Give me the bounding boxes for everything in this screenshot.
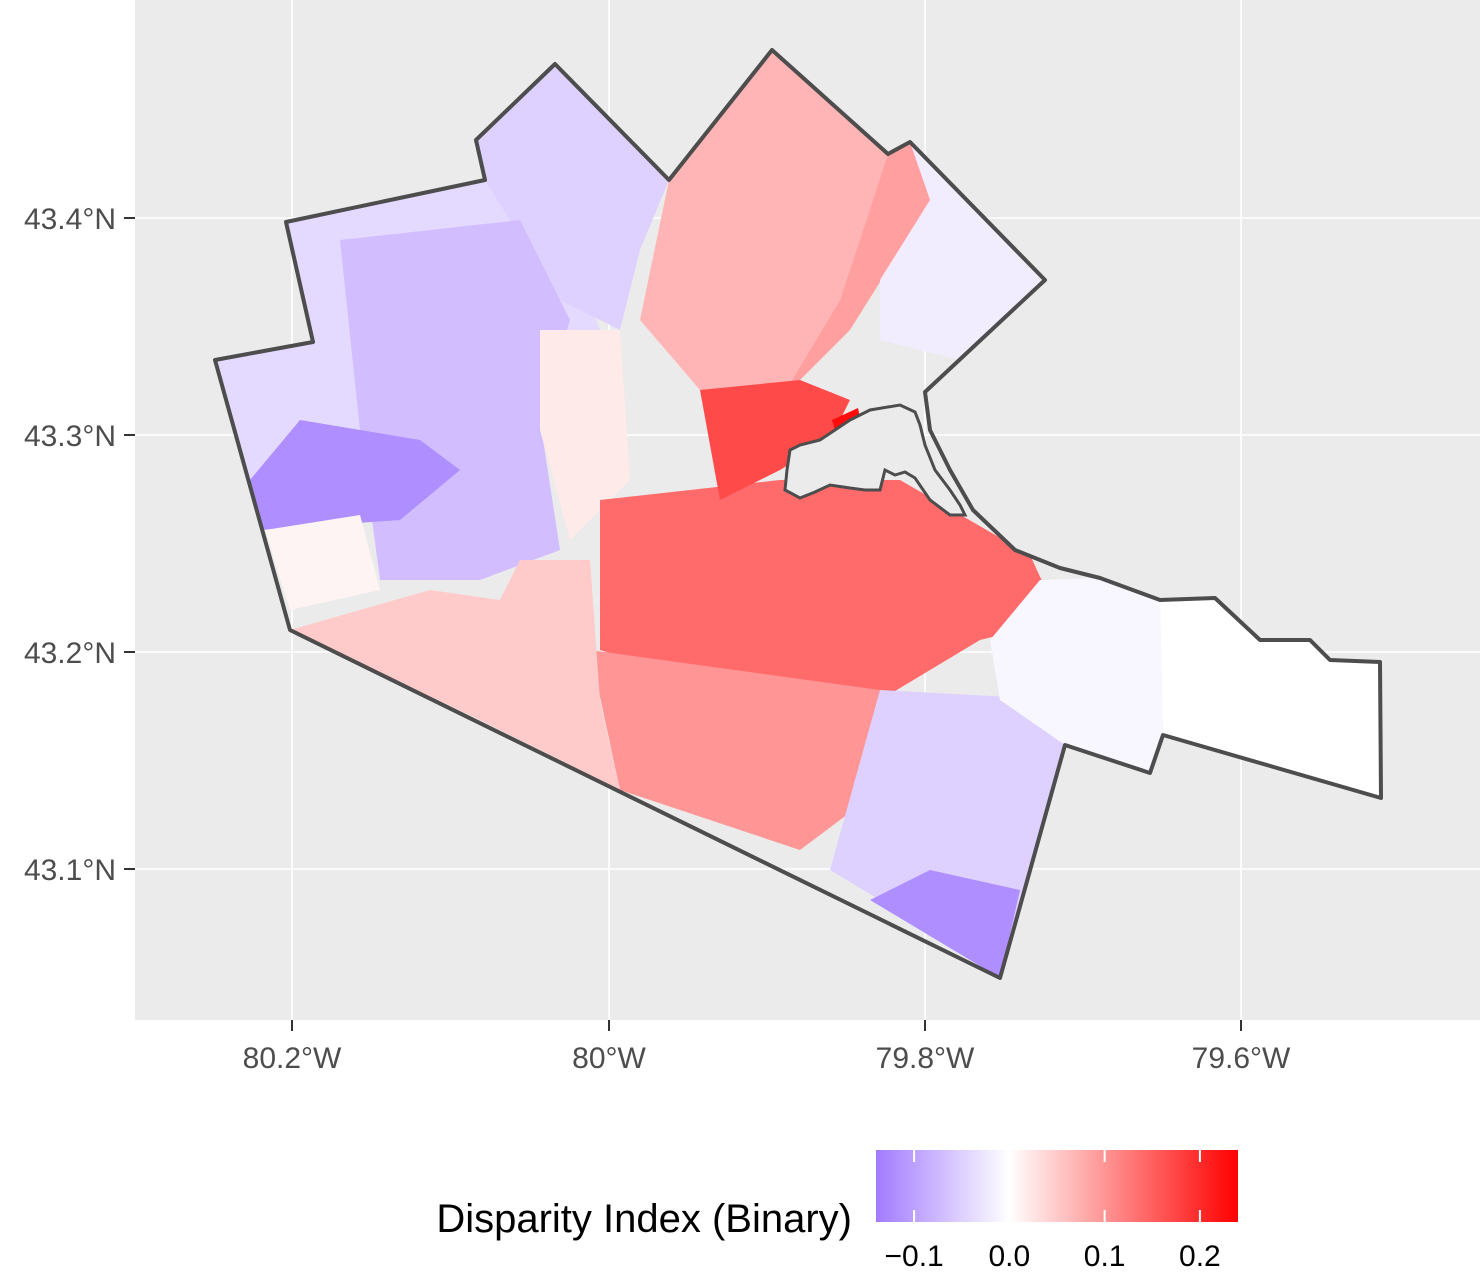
legend-title: Disparity Index (Binary) [436,1197,852,1241]
x-axis [291,1020,1242,1031]
region-stoney-creek [990,578,1163,773]
region-south-central [590,650,880,850]
legend-tick-label: 0.0 [989,1240,1031,1272]
region-southwest [290,560,620,790]
region-downtown [600,480,1060,700]
y-tick-label: 43.3°N [24,420,116,453]
region-burlington-north [780,142,945,400]
harbour-water [783,403,968,517]
x-tick-label: 79.6°W [1192,1042,1291,1075]
y-tick-label: 43.2°N [24,637,116,670]
x-tick-label: 79.8°W [876,1042,975,1075]
region-waterdown [640,50,888,400]
y-axis [124,217,135,870]
legend-colorbar [876,1150,1238,1222]
region-west-rural [340,220,570,580]
region-north-flamborough [476,64,669,330]
city-boundary [213,48,1383,980]
legend-tick-label: −0.1 [884,1240,943,1272]
legend-tick-label: 0.2 [1179,1240,1221,1272]
y-tick-label: 43.4°N [24,203,116,236]
legend: Disparity Index (Binary) −0.1 0.0 0.1 0.2 [436,1150,1238,1272]
region-west-strip [250,420,460,530]
x-tick-label: 80.2°W [243,1042,342,1075]
region-central-west [540,330,630,540]
legend-tick-label: 0.1 [1084,1240,1126,1272]
region-south-corner [870,870,1020,978]
legend-ticks: −0.1 0.0 0.1 0.2 [884,1150,1221,1272]
y-tick-label: 43.1°N [24,854,116,887]
region-north-east-east [880,142,1045,360]
region-harbour-core [700,380,850,500]
region-grimsby [1160,598,1381,798]
region-west-white [265,515,380,610]
x-tick-label: 80°W [572,1042,646,1075]
choropleth-regions [215,50,1381,978]
